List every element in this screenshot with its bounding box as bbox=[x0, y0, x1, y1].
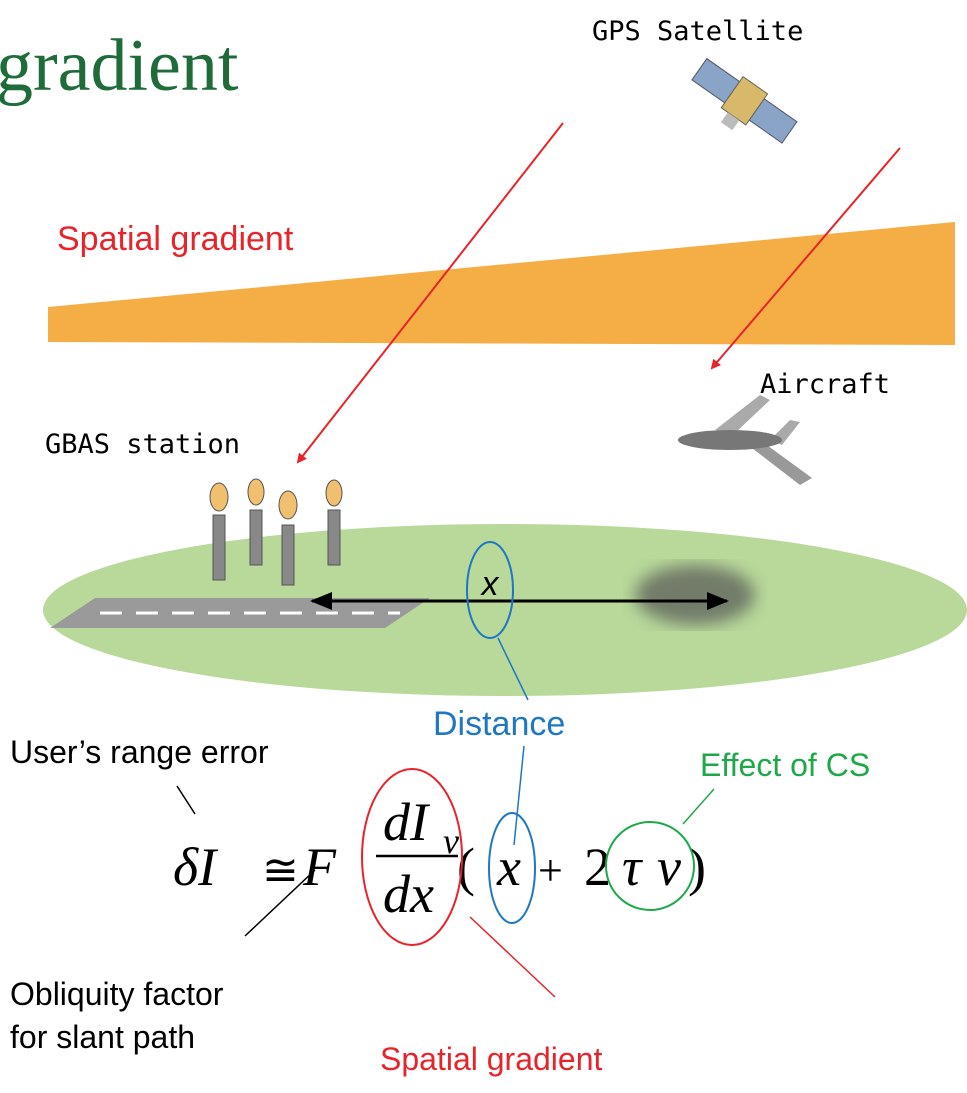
satellite-label: GPS Satellite bbox=[592, 16, 803, 47]
aircraft-shadow bbox=[635, 565, 755, 625]
eq-subscript: v bbox=[443, 821, 459, 861]
leader-line bbox=[244, 869, 316, 937]
gradient-highlight bbox=[361, 768, 463, 946]
x-eq-highlight bbox=[488, 812, 536, 924]
eq-approx: ≅ bbox=[262, 846, 299, 895]
obliquity-label: Obliquity factor bbox=[10, 976, 224, 1012]
signal-path bbox=[296, 122, 564, 464]
eq-close: ) bbox=[688, 837, 706, 897]
obliquity-label: for slant path bbox=[10, 1019, 195, 1055]
eq-lhs: δI bbox=[173, 837, 219, 897]
leader-line bbox=[513, 745, 525, 846]
ionosphere-band bbox=[48, 222, 955, 345]
eq-denominator: dx bbox=[383, 864, 434, 924]
leader-line bbox=[497, 637, 529, 701]
leader-line bbox=[682, 788, 715, 825]
eq-factor: F bbox=[302, 837, 337, 897]
spatial-gradient-label: Spatial gradient bbox=[57, 220, 294, 258]
effect-cs-label: Effect of CS bbox=[700, 747, 870, 783]
eq-tau: τ bbox=[622, 837, 643, 897]
leader-line bbox=[469, 916, 556, 998]
signal-path bbox=[710, 147, 901, 370]
aircraft-label: Aircraft bbox=[760, 369, 890, 400]
distance-label: Distance bbox=[433, 705, 565, 743]
cs-highlight bbox=[605, 821, 695, 911]
x-label: x bbox=[480, 565, 500, 603]
eq-plus: + bbox=[538, 846, 563, 895]
station-label: GBAS station bbox=[45, 429, 240, 460]
title: gradient bbox=[0, 25, 239, 107]
antennas bbox=[209, 478, 343, 586]
satellite-icon bbox=[691, 57, 798, 144]
equation: δI ≅ F dI v dx ( x + 2 τ v ) bbox=[173, 792, 706, 924]
eq-numerator: dI bbox=[383, 792, 431, 852]
ground bbox=[43, 524, 967, 696]
range-error-label: User’s range error bbox=[10, 734, 269, 770]
x-highlight bbox=[466, 541, 514, 639]
aircraft-icon bbox=[678, 395, 812, 485]
eq-x: x bbox=[496, 837, 521, 897]
leader-line bbox=[176, 785, 196, 815]
spatial-gradient-label: Spatial gradient bbox=[380, 1041, 602, 1077]
eq-v: v bbox=[657, 837, 681, 897]
